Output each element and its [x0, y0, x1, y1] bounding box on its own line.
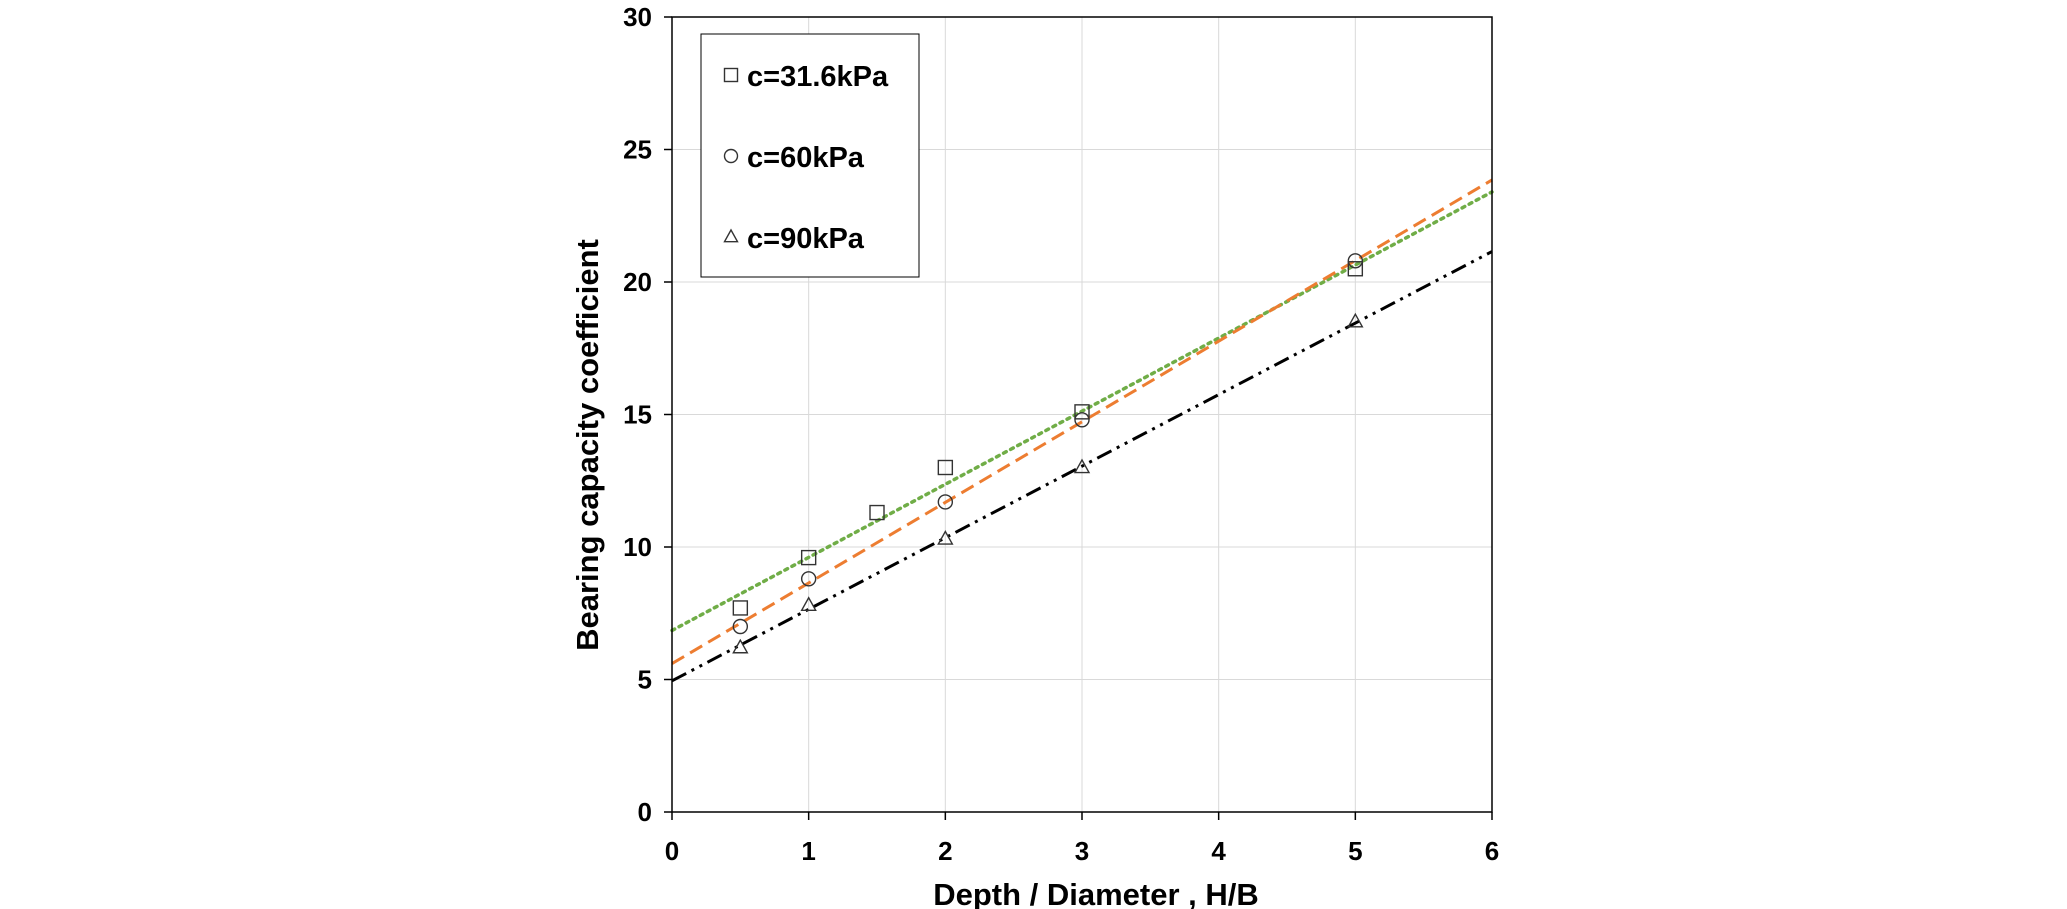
x-tick-label: 2 — [938, 836, 952, 866]
y-tick-label: 30 — [623, 2, 652, 32]
trendlines — [670, 178, 1494, 683]
x-tick-label: 5 — [1348, 836, 1362, 866]
data-point-series-3 — [732, 638, 749, 654]
y-tick-label: 5 — [638, 665, 652, 695]
data-point-series-3 — [1073, 458, 1091, 474]
data-point-series-2 — [1074, 412, 1090, 428]
y-tick-label: 20 — [623, 267, 652, 297]
data-point-series-3 — [800, 596, 817, 612]
legend-marker-1 — [723, 67, 739, 83]
trendline-series-3 — [671, 250, 1493, 683]
y-tick-label: 0 — [638, 797, 652, 827]
data-point-series-1 — [800, 549, 817, 566]
y-tick-label: 25 — [623, 135, 652, 165]
data-point-series-3 — [1347, 312, 1364, 328]
x-tick-label: 3 — [1075, 836, 1089, 866]
trendline-series-2 — [671, 178, 1493, 665]
legend: c=31.6kPa c=60kPa c=90kPa — [700, 33, 920, 278]
data-markers — [732, 253, 1364, 654]
y-tick-label: 15 — [623, 400, 652, 430]
y-tick-label: 10 — [623, 532, 652, 562]
data-point-series-1 — [869, 504, 885, 521]
legend-marker-3 — [723, 228, 739, 243]
data-point-series-1 — [1347, 261, 1364, 277]
data-point-series-2 — [1347, 253, 1364, 269]
x-tick-label: 1 — [801, 836, 815, 866]
data-point-series-2 — [937, 494, 954, 510]
data-point-series-1 — [937, 459, 954, 476]
data-point-series-2 — [800, 571, 817, 587]
x-axis-title: Depth / Diameter , H/B — [933, 877, 1259, 909]
legend-marker-2 — [723, 148, 739, 164]
legend-label-3: c=90kPa — [747, 223, 865, 255]
legend-label-2: c=60kPa — [747, 142, 865, 174]
y-axis-ticks: 0 5 10 15 20 25 30 — [623, 2, 672, 827]
y-axis-title: Bearing capacity coefficient — [570, 239, 605, 651]
data-point-series-1 — [732, 600, 749, 616]
x-axis-ticks: 0 1 2 3 4 5 6 — [665, 812, 1499, 866]
data-point-series-2 — [732, 618, 749, 635]
grid — [672, 17, 1492, 812]
legend-label-1: c=31.6kPa — [747, 61, 889, 93]
x-tick-label: 6 — [1485, 836, 1499, 866]
x-tick-label: 0 — [665, 836, 679, 866]
trendline-series-1 — [670, 190, 1494, 633]
x-tick-label: 4 — [1211, 836, 1226, 866]
data-point-series-3 — [937, 530, 954, 545]
data-point-series-1 — [1074, 404, 1090, 420]
